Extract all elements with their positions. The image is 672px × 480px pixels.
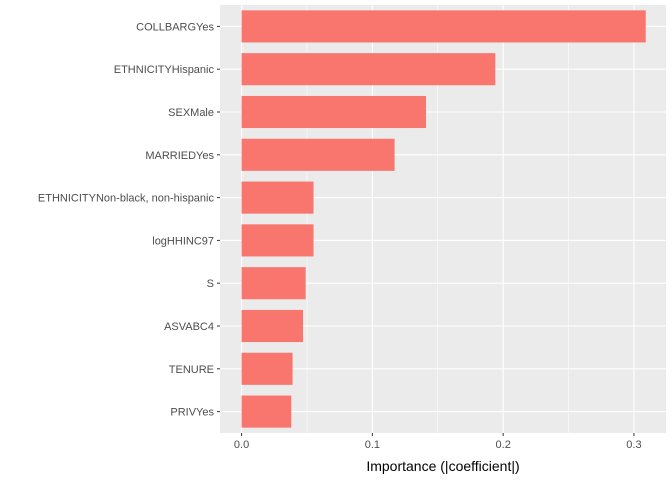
x-axis-labels: 0.0 0.1 0.2 0.3 [234, 439, 642, 451]
bar [241, 224, 314, 257]
bar [241, 181, 314, 214]
bar [241, 10, 646, 43]
x-tick-label: 0.0 [234, 439, 249, 451]
bar [241, 309, 304, 343]
bar [241, 138, 395, 171]
x-tick-label: 0.3 [626, 439, 641, 451]
y-tick-label: MARRIEDYes [145, 150, 214, 162]
x-axis-ticks [241, 433, 635, 436]
bar [241, 95, 426, 129]
y-tick-label: S [207, 278, 214, 290]
y-tick-label: PRIVYes [170, 407, 214, 419]
x-tick-label: 0.1 [365, 439, 380, 451]
bar [241, 267, 306, 300]
y-tick-label: TENURE [169, 364, 214, 376]
x-axis-title: Importance (|coefficient|) [366, 458, 519, 474]
bar [241, 352, 293, 385]
y-tick-label: logHHINC97 [152, 235, 214, 247]
y-tick-label: ETHNICITYHispanic [114, 64, 215, 76]
y-axis-labels: COLLBARGYes ETHNICITYHispanic SEXMale MARRI… [38, 21, 215, 418]
bars [241, 10, 646, 428]
bar [241, 395, 292, 428]
y-tick-label: ETHNICITYNon-black, non-hispanic [38, 193, 215, 205]
x-tick-label: 0.2 [496, 439, 511, 451]
y-tick-label: ASVABC4 [164, 321, 214, 333]
y-axis-ticks [217, 25, 220, 413]
y-tick-label: SEXMale [168, 107, 214, 119]
y-tick-label: COLLBARGYes [136, 21, 214, 33]
bar [241, 53, 496, 86]
